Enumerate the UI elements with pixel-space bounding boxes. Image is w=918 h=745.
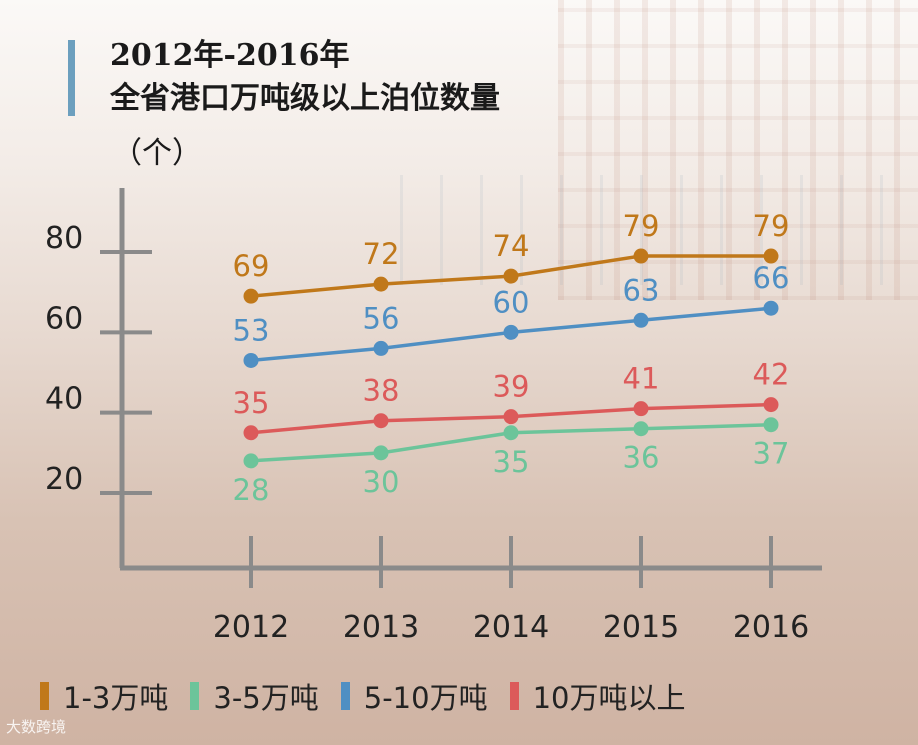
data-label: 63 [623,273,660,307]
legend-item: 10万吨以上 [509,675,686,717]
data-label: 30 [363,465,400,499]
x-tick-label: 2014 [473,610,549,645]
y-tick-label: 40 [45,382,83,417]
watermark: 大数跨境 [6,718,67,736]
data-point [503,425,519,441]
legend-label: 10万吨以上 [532,681,686,715]
data-label: 72 [363,237,400,271]
data-label: 39 [493,370,530,404]
data-label: 42 [753,358,790,392]
data-point [633,312,649,328]
data-point [503,268,519,284]
legend-label: 3-5万吨 [213,681,319,715]
y-tick-label: 80 [45,221,83,256]
data-label: 36 [623,441,660,475]
title-accent-bar [68,40,75,116]
x-tick-label: 2012 [213,610,289,645]
x-tick-label: 2015 [603,610,679,645]
legend-swatch [190,682,200,710]
data-point [243,288,259,304]
data-point [243,352,259,368]
legend-item: 5-10万吨 [340,675,488,717]
data-point [763,417,779,433]
legend-swatch [509,682,519,710]
y-tick-label: 60 [45,301,83,336]
data-point [243,425,259,441]
legend-swatch [340,682,350,710]
data-point [373,340,389,356]
data-label: 35 [493,445,530,479]
data-label: 56 [363,301,400,335]
data-label: 38 [363,374,400,408]
x-tick-label: 2016 [733,610,809,645]
data-label: 79 [623,209,660,243]
data-label: 53 [233,313,270,347]
y-tick-label: 20 [45,462,83,497]
legend-item: 1-3万吨 [40,675,168,717]
x-tick-label: 2013 [343,610,419,645]
legend-label: 5-10万吨 [363,681,488,715]
data-label: 66 [753,261,790,295]
chart-title-line1: 2012年-2016年 [110,38,350,73]
data-label: 74 [493,229,530,263]
data-point [763,248,779,264]
data-point [633,401,649,417]
data-label: 28 [233,473,270,507]
data-point [503,409,519,425]
data-point [373,413,389,429]
legend-swatch [40,682,49,710]
data-point [373,445,389,461]
data-point [373,276,389,292]
data-point [503,324,519,340]
data-point [763,300,779,316]
legend-label: 1-3万吨 [63,681,169,715]
legend: 1-3万吨 3-5万吨 5-10万吨 10万吨以上 [40,674,900,718]
data-point [243,453,259,469]
background-bridge [400,175,918,285]
data-label: 37 [753,437,790,471]
data-point [633,421,649,437]
unit-label: （个） [112,136,202,171]
data-label: 69 [233,249,270,283]
data-label: 79 [753,209,790,243]
line-chart: 20 40 60 80 2012 2013 2014 2015 2016 69 72 74 79 79 53… [45,188,822,645]
chart-title-line2: 全省港口万吨级以上泊位数量 [110,81,500,116]
data-label: 35 [233,386,270,420]
background-crane-structure [558,0,918,300]
data-label: 60 [493,285,530,319]
data-label: 41 [623,362,660,396]
legend-item: 3-5万吨 [190,675,319,717]
data-point [763,397,779,413]
chart-title: 2012年-2016年 全省港口万吨级以上泊位数量 [110,34,500,120]
data-point [633,248,649,264]
